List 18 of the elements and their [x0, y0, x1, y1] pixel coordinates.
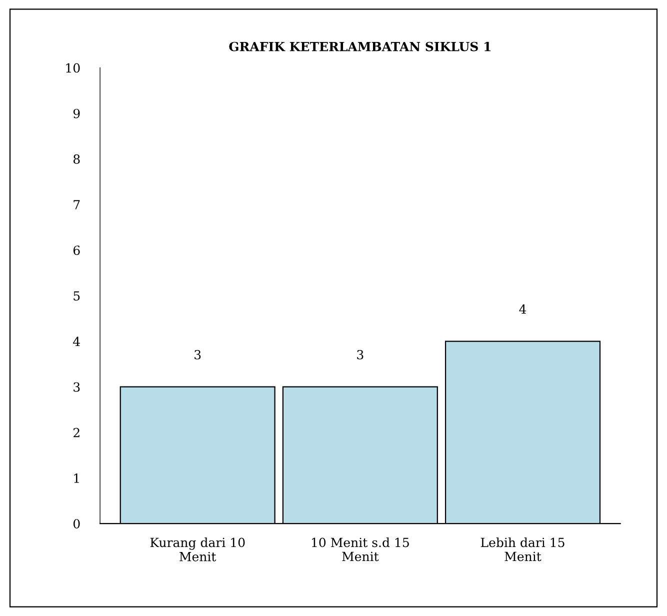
- data-label: 3: [194, 350, 201, 360]
- y-tick-label: 0: [73, 519, 80, 529]
- y-tick-label: 7: [74, 200, 80, 210]
- x-tick-label: Lebih dari 15 Menit: [480, 537, 564, 562]
- y-tick-label: 6: [73, 246, 80, 256]
- data-label: 3: [357, 350, 364, 360]
- y-tick-label: 1: [74, 473, 79, 483]
- y-tick-label: 4: [73, 336, 80, 346]
- x-tick-label: 10 Menit s.d 15 Menit: [312, 537, 409, 562]
- y-tick-label: 8: [73, 154, 80, 164]
- chart-title: GRAFIK KETERLAMBATAN SIKLUS 1: [229, 42, 490, 52]
- y-tick-label: 2: [74, 428, 80, 438]
- y-tick-label: 5: [74, 291, 80, 301]
- data-label: 4: [519, 304, 526, 314]
- y-tick-label: 3: [74, 382, 80, 392]
- y-tick-label: 10: [66, 63, 80, 73]
- x-tick-label: Kurang dari 10 Menit: [150, 537, 245, 562]
- y-tick-label: 9: [73, 108, 80, 118]
